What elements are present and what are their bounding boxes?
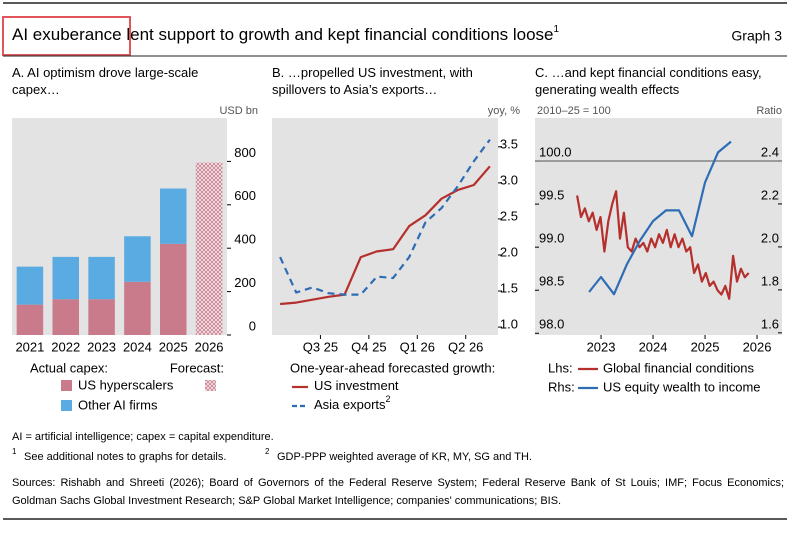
legend-swatch xyxy=(205,380,216,391)
y-tick-label: 200 xyxy=(234,275,256,290)
legend-label: US hyperscalers xyxy=(78,377,174,392)
y-tick-label: 99.5 xyxy=(539,188,564,203)
y-axis-unit: USD bn xyxy=(219,105,258,117)
bar xyxy=(88,256,115,300)
y2-tick-label: 2.0 xyxy=(761,230,779,245)
legend-prefix: Lhs: xyxy=(548,360,573,375)
bar xyxy=(88,299,115,335)
graph-title: AI exuberance lent support to growth and… xyxy=(12,24,560,45)
y2-axis-unit: Ratio xyxy=(756,105,782,117)
x-tick-label: Q1 26 xyxy=(400,339,435,354)
plot-area xyxy=(272,118,498,335)
bar xyxy=(16,304,44,335)
line-series xyxy=(576,190,750,300)
plot-area xyxy=(12,118,227,335)
y-tick-label: 98.0 xyxy=(539,317,564,332)
y-tick-label: 800 xyxy=(234,145,256,160)
legend-note: 2 xyxy=(386,394,391,404)
bar xyxy=(159,188,187,244)
x-tick-label: 2022 xyxy=(51,339,80,354)
x-tick-label: Q2 26 xyxy=(448,339,483,354)
x-tick-label: Q3 25 xyxy=(303,339,338,354)
legend-label: US investment xyxy=(314,378,399,393)
legend-prefix: Rhs: xyxy=(548,379,575,394)
legend-name: US investment xyxy=(314,378,399,393)
legend-title: Actual capex: xyxy=(30,360,108,375)
x-tick-label: 2023 xyxy=(587,339,616,354)
bar xyxy=(124,236,151,282)
y-tick-label: 100.0 xyxy=(539,144,572,159)
y2-tick-label: 2.2 xyxy=(761,187,779,202)
y-tick-label: 98.5 xyxy=(539,274,564,289)
bar xyxy=(195,162,223,335)
bar xyxy=(52,299,80,335)
x-tick-label: 2024 xyxy=(639,339,668,354)
x-tick-label: 2025 xyxy=(159,339,188,354)
footnote-mark: 1 xyxy=(12,447,17,456)
y2-tick-label: 1.8 xyxy=(761,273,779,288)
bar xyxy=(16,266,44,305)
y2-tick-label: 2.4 xyxy=(761,144,779,159)
legend-label: Asia exports2 xyxy=(314,394,391,412)
legend-swatch xyxy=(61,380,72,391)
footnote-mark: 2 xyxy=(265,447,270,456)
x-tick-label: 2026 xyxy=(195,339,224,354)
line-series xyxy=(279,138,491,296)
highlight-box xyxy=(2,16,131,56)
y-tick-label: 600 xyxy=(234,188,256,203)
legend-swatch xyxy=(61,400,72,411)
x-tick-label: 2021 xyxy=(15,339,44,354)
x-tick-label: 2023 xyxy=(87,339,116,354)
y-tick-label: 3.0 xyxy=(500,172,518,187)
panel-title: C. …and kept financial conditions easy, … xyxy=(535,65,762,97)
bar xyxy=(52,256,80,300)
y-axis-unit: yoy, % xyxy=(488,105,520,117)
legend-label: Global financial conditions xyxy=(603,360,755,375)
line-series xyxy=(588,140,732,296)
y-tick-label: 1.0 xyxy=(500,317,518,332)
bar xyxy=(124,281,151,335)
y-axis-unit: 2010–25 = 100 xyxy=(537,105,611,117)
y-tick-label: 3.5 xyxy=(500,136,518,151)
legend-title: One-year-ahead forecasted growth: xyxy=(290,360,495,375)
x-tick-label: Q4 25 xyxy=(351,339,386,354)
legend-label: Other AI firms xyxy=(78,397,158,412)
sources: Sources: Rishabh and Shreeti (2026); Boa… xyxy=(12,477,784,507)
x-tick-label: 2024 xyxy=(123,339,152,354)
footnote-text: See additional notes to graphs for detai… xyxy=(24,451,226,463)
y-tick-label: 2.0 xyxy=(500,244,518,259)
x-tick-label: 2026 xyxy=(743,339,772,354)
y-tick-label: 2.5 xyxy=(500,208,518,223)
panel-title: B. …propelled US investment, with spillo… xyxy=(272,65,473,97)
abbreviations: AI = artificial intelligence; capex = ca… xyxy=(12,431,274,443)
plot-area xyxy=(535,118,782,335)
y-tick-label: 0 xyxy=(249,318,256,333)
y-tick-label: 1.5 xyxy=(500,280,518,295)
y-tick-label: 400 xyxy=(234,232,256,247)
legend-name: Asia exports xyxy=(314,397,386,412)
title-note: 1 xyxy=(554,24,560,35)
y-tick-label: 99.0 xyxy=(539,231,564,246)
panel-title: A. AI optimism drove large-scale capex… xyxy=(12,65,199,97)
legend-label: US equity wealth to income xyxy=(603,379,761,394)
y2-tick-label: 1.6 xyxy=(761,316,779,331)
x-tick-label: 2025 xyxy=(691,339,720,354)
title-text: AI exuberance lent support to growth and… xyxy=(12,25,554,44)
legend-label: Forecast: xyxy=(170,360,224,375)
footnote-text: GDP-PPP weighted average of KR, MY, SG a… xyxy=(277,451,532,463)
graph-label: Graph 3 xyxy=(731,28,782,44)
bar xyxy=(159,243,187,335)
